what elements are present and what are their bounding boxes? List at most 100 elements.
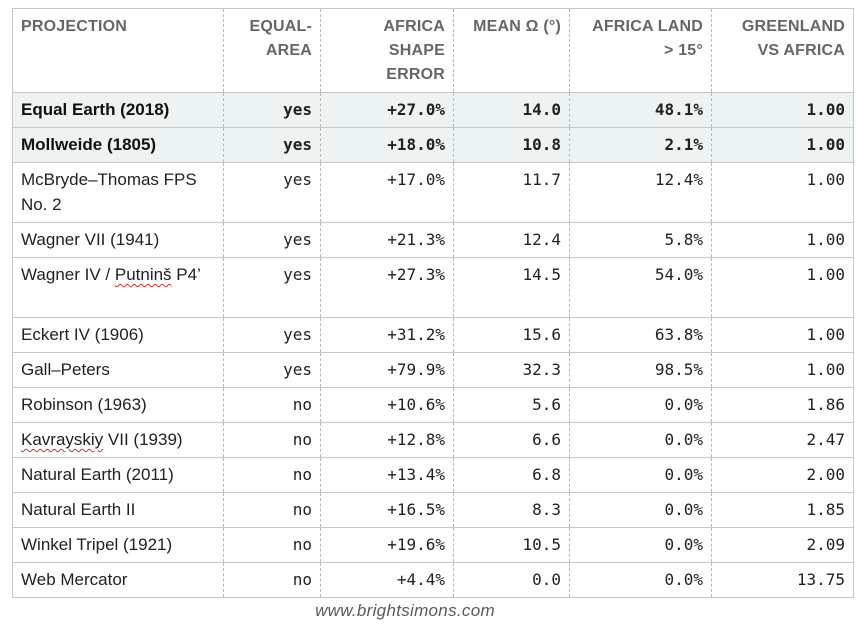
cell-shape-error: +19.6% [320,527,454,563]
cell-africa-land: 48.1% [569,92,712,128]
cell-shape-error: +18.0% [320,127,454,163]
cell-greenland: 1.00 [711,92,854,128]
projection-name-prefix: Wagner IV / [21,265,115,284]
cell-equal-area: yes [223,352,321,388]
cell-projection: Wagner VII (1941) [12,222,224,258]
cell-africa-land: 98.5% [569,352,712,388]
cell-mean-omega: 10.5 [453,527,570,563]
cell-mean-omega: 12.4 [453,222,570,258]
cell-greenland: 1.86 [711,387,854,423]
cell-greenland: 1.00 [711,352,854,388]
table-row: Eckert IV (1906) yes +31.2% 15.6 63.8% 1… [12,317,854,353]
cell-africa-land: 0.0% [569,527,712,563]
cell-equal-area: yes [223,317,321,353]
cell-shape-error: +21.3% [320,222,454,258]
cell-greenland: 1.00 [711,257,854,318]
cell-greenland: 13.75 [711,562,854,598]
header-equal-area: EQUAL- AREA [223,8,321,93]
cell-equal-area: no [223,527,321,563]
cell-projection: Robinson (1963) [12,387,224,423]
cell-africa-land: 0.0% [569,422,712,458]
header-africa-land: AFRICA LAND > 15° [569,8,712,93]
header-projection: PROJECTION [12,8,224,93]
cell-africa-land: 0.0% [569,457,712,493]
cell-africa-land: 2.1% [569,127,712,163]
cell-africa-land: 0.0% [569,492,712,528]
cell-equal-area: yes [223,162,321,223]
cell-africa-land: 5.8% [569,222,712,258]
projection-name-suffix: P4’ [171,265,201,284]
cell-equal-area: yes [223,127,321,163]
cell-greenland: 1.00 [711,127,854,163]
cell-mean-omega: 10.8 [453,127,570,163]
projection-comparison-table: PROJECTION EQUAL- AREA AFRICA SHAPE ERRO… [12,8,854,598]
cell-greenland: 1.00 [711,222,854,258]
cell-greenland: 1.00 [711,317,854,353]
cell-projection: McBryde–Thomas FPS No. 2 [12,162,224,223]
cell-projection: Eckert IV (1906) [12,317,224,353]
cell-shape-error: +16.5% [320,492,454,528]
spellcheck-flagged-word[interactable]: Putninš [114,265,172,284]
cell-greenland: 2.47 [711,422,854,458]
table-row: Kavrayskiy VII (1939) no +12.8% 6.6 0.0%… [12,422,854,458]
cell-shape-error: +17.0% [320,162,454,223]
cell-africa-land: 0.0% [569,562,712,598]
projection-comparison-table-container: PROJECTION EQUAL- AREA AFRICA SHAPE ERRO… [12,8,854,598]
cell-mean-omega: 11.7 [453,162,570,223]
cell-projection: Equal Earth (2018) [12,92,224,128]
spellcheck-flagged-word[interactable]: Kavrayskiy [21,430,104,449]
table-row: Robinson (1963) no +10.6% 5.6 0.0% 1.86 [12,387,854,423]
cell-projection: Winkel Tripel (1921) [12,527,224,563]
header-greenland-vs-africa: GREENLAND VS AFRICA [711,8,854,93]
cell-shape-error: +27.3% [320,257,454,318]
cell-shape-error: +12.8% [320,422,454,458]
cell-shape-error: +13.4% [320,457,454,493]
cell-shape-error: +27.0% [320,92,454,128]
table-row: Equal Earth (2018) yes +27.0% 14.0 48.1%… [12,92,854,128]
cell-greenland: 1.00 [711,162,854,223]
cell-shape-error: +4.4% [320,562,454,598]
cell-mean-omega: 5.6 [453,387,570,423]
table-row: Wagner IV / Putninš P4’ yes +27.3% 14.5 … [12,257,854,318]
header-row: PROJECTION EQUAL- AREA AFRICA SHAPE ERRO… [12,8,854,93]
cell-equal-area: no [223,387,321,423]
cell-africa-land: 63.8% [569,317,712,353]
cell-mean-omega: 6.8 [453,457,570,493]
cell-equal-area: yes [223,257,321,318]
cell-africa-land: 12.4% [569,162,712,223]
website-credit: www.brightsimons.com [315,601,495,620]
cell-mean-omega: 15.6 [453,317,570,353]
cell-equal-area: yes [223,222,321,258]
cell-projection: Web Mercator [12,562,224,598]
projection-name-suffix: VII (1939) [103,430,183,449]
cell-equal-area: no [223,492,321,528]
cell-shape-error: +31.2% [320,317,454,353]
cell-mean-omega: 14.5 [453,257,570,318]
table-row: Web Mercator no +4.4% 0.0 0.0% 13.75 [12,562,854,598]
cell-mean-omega: 0.0 [453,562,570,598]
cell-equal-area: no [223,562,321,598]
table-row: Natural Earth (2011) no +13.4% 6.8 0.0% … [12,457,854,493]
cell-greenland: 2.00 [711,457,854,493]
cell-africa-land: 54.0% [569,257,712,318]
table-row: Mollweide (1805) yes +18.0% 10.8 2.1% 1.… [12,127,854,163]
header-africa-shape-error: AFRICA SHAPE ERROR [320,8,454,93]
cell-equal-area: no [223,457,321,493]
cell-equal-area: yes [223,92,321,128]
cell-equal-area: no [223,422,321,458]
table-row: Gall–Peters yes +79.9% 32.3 98.5% 1.00 [12,352,854,388]
cell-africa-land: 0.0% [569,387,712,423]
cell-projection: Natural Earth (2011) [12,457,224,493]
table-row: Winkel Tripel (1921) no +19.6% 10.5 0.0%… [12,527,854,563]
cell-greenland: 1.85 [711,492,854,528]
cell-projection: Natural Earth II [12,492,224,528]
cell-mean-omega: 6.6 [453,422,570,458]
cell-shape-error: +10.6% [320,387,454,423]
cell-greenland: 2.09 [711,527,854,563]
cell-projection: Kavrayskiy VII (1939) [12,422,224,458]
header-mean-omega: MEAN Ω (°) [453,8,570,93]
cell-mean-omega: 8.3 [453,492,570,528]
cell-mean-omega: 32.3 [453,352,570,388]
cell-projection: Wagner IV / Putninš P4’ [12,257,224,318]
cell-mean-omega: 14.0 [453,92,570,128]
